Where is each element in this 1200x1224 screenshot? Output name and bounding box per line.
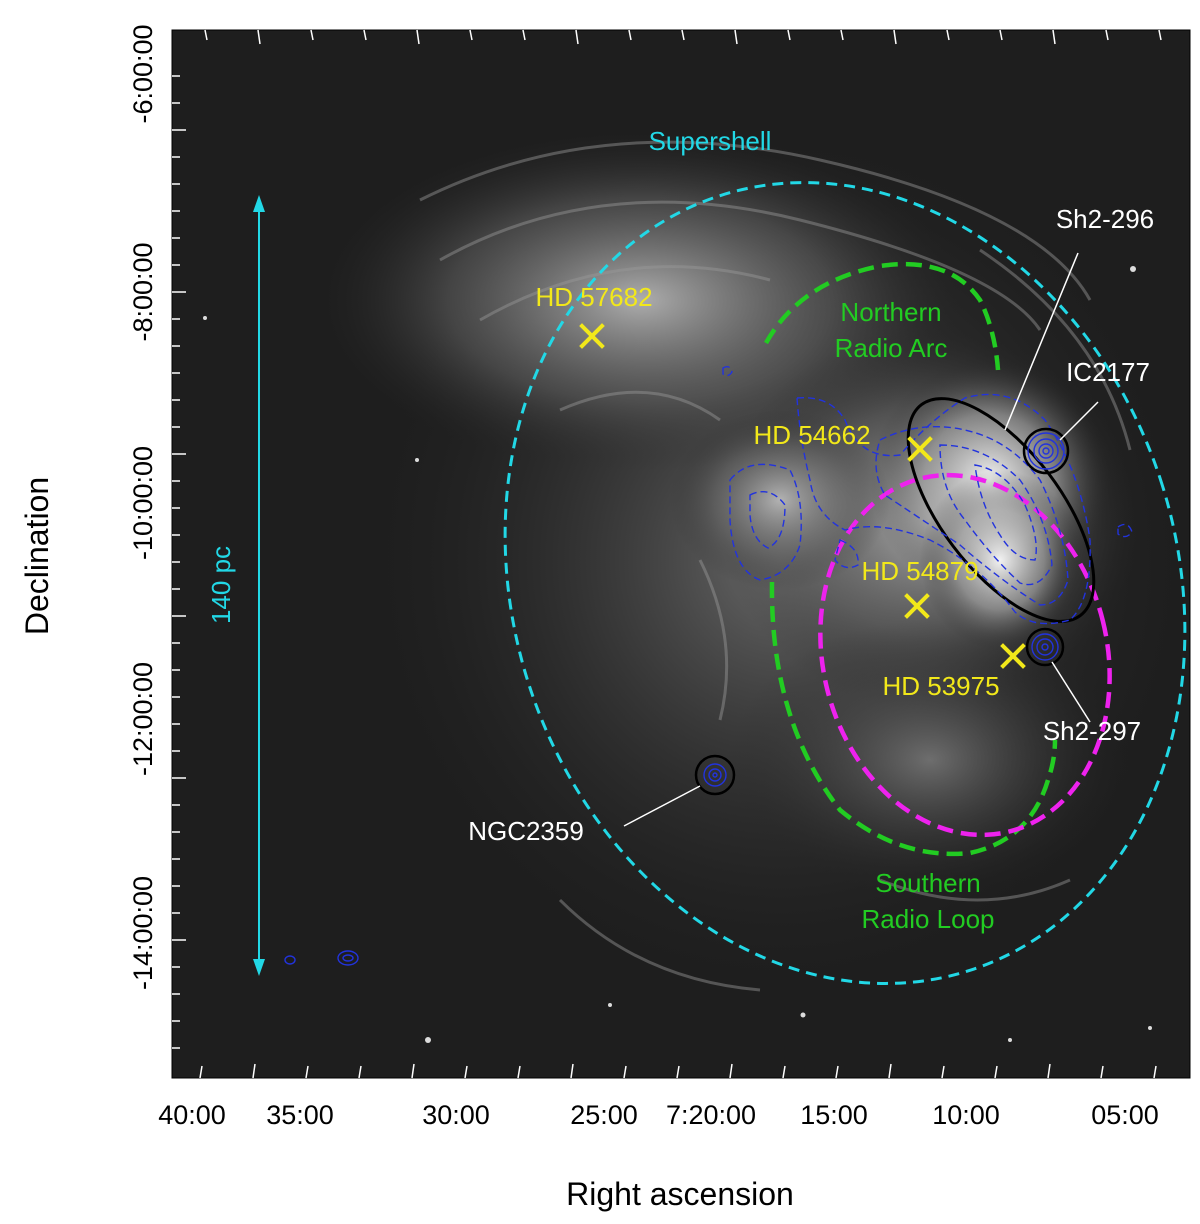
label-southern-loop-line1: Southern xyxy=(875,868,981,898)
label-ic2177: IC2177 xyxy=(1066,357,1150,387)
y-tick-label: -14:00:00 xyxy=(128,876,158,990)
label-supershell: Supershell xyxy=(649,126,772,156)
southern-radio-loop xyxy=(769,581,1058,857)
x-tick-label: 35:00 xyxy=(266,1100,334,1130)
ngc2359-contours xyxy=(703,763,727,787)
y-tick-label: -10:00:00 xyxy=(128,446,158,560)
sh2-297-circle xyxy=(1025,627,1065,667)
x-tick-label: 7:20:00 xyxy=(666,1100,756,1130)
label-sh2-297: Sh2-297 xyxy=(1043,716,1141,746)
y-tick-label: -6:00:00 xyxy=(128,24,158,123)
pointer-lines xyxy=(623,252,1099,827)
blue-contours xyxy=(722,365,1133,625)
x-cross-icon xyxy=(904,593,930,619)
sky-image xyxy=(172,30,1190,1078)
x-tick-labels: 40:00 35:00 30:00 25:00 7:20:00 15:00 10… xyxy=(158,1100,1159,1130)
scale-bar-label: 140 pc xyxy=(206,546,236,624)
label-hd53975: HD 53975 xyxy=(882,671,999,701)
image-border xyxy=(171,29,1191,1079)
label-hd57682: HD 57682 xyxy=(535,282,652,312)
label-hd54662: HD 54662 xyxy=(753,420,870,450)
x-tick-label: 25:00 xyxy=(570,1100,638,1130)
y-tick-labels: -6:00:00 -8:00:00 -10:00:00 -12:00:00 -1… xyxy=(128,24,158,990)
label-hd54879: HD 54879 xyxy=(861,556,978,586)
y-tick-label: -8:00:00 xyxy=(128,242,158,341)
sh2-297-contours xyxy=(1031,633,1059,661)
x-axis-title: Right ascension xyxy=(566,1176,794,1212)
supershell-ellipse xyxy=(503,181,1187,985)
label-northern-arc-line1: Northern xyxy=(840,297,941,327)
scale-bar xyxy=(253,195,265,976)
label-ngc2359: NGC2359 xyxy=(468,816,584,846)
tick-marks xyxy=(172,29,1162,1079)
overlays xyxy=(253,181,1187,985)
y-tick-label: -12:00:00 xyxy=(128,662,158,776)
magenta-ellipse xyxy=(818,472,1112,838)
label-sh2-296: Sh2-296 xyxy=(1056,204,1154,234)
x-tick-label: 15:00 xyxy=(800,1100,868,1130)
label-northern-arc-line2: Radio Arc xyxy=(835,333,948,363)
x-tick-label: 10:00 xyxy=(932,1100,1000,1130)
ngc2359-circle xyxy=(694,754,736,796)
small-contours xyxy=(284,950,359,966)
ic2177-circle xyxy=(1022,427,1070,475)
label-southern-loop-line2: Radio Loop xyxy=(862,904,995,934)
x-cross-icon xyxy=(1000,643,1026,669)
x-tick-label: 30:00 xyxy=(422,1100,490,1130)
y-axis-title: Declination xyxy=(19,477,55,635)
northern-radio-arc xyxy=(764,261,1001,371)
x-cross-icon xyxy=(907,436,933,462)
ic2177-contours xyxy=(1027,432,1065,470)
star-markers xyxy=(579,323,1026,669)
x-tick-label: 05:00 xyxy=(1091,1100,1159,1130)
x-tick-label: 40:00 xyxy=(158,1100,226,1130)
x-cross-icon xyxy=(579,323,605,349)
